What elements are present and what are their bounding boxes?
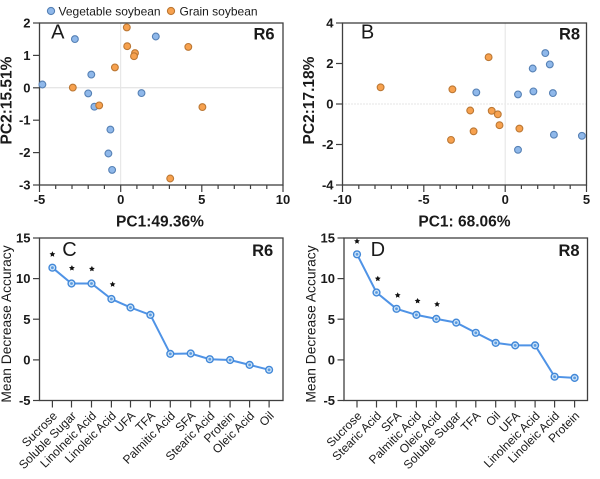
svg-text:2: 2	[326, 56, 333, 71]
svg-text:10: 10	[276, 192, 290, 207]
svg-text:Vegetable soybean: Vegetable soybean	[59, 4, 161, 18]
svg-text:Grain soybean: Grain soybean	[180, 4, 258, 18]
svg-text:-5: -5	[323, 393, 335, 408]
svg-text:PC2:17.18%: PC2:17.18%	[301, 56, 318, 144]
svg-text:-2: -2	[322, 137, 334, 152]
svg-text:PC1: 68.06%: PC1: 68.06%	[418, 214, 510, 231]
svg-text:Mean Decrease Accuracy: Mean Decrease Accuracy	[304, 245, 319, 402]
svg-text:R8: R8	[559, 26, 580, 44]
svg-text:-10: -10	[333, 192, 352, 207]
svg-text:C: C	[62, 239, 76, 261]
svg-text:B: B	[361, 22, 374, 44]
svg-text:1: 1	[23, 48, 30, 63]
svg-text:-5: -5	[418, 192, 430, 207]
svg-text:0: 0	[502, 192, 509, 207]
svg-text:-5: -5	[34, 192, 46, 207]
svg-text:0: 0	[117, 192, 124, 207]
svg-text:5: 5	[583, 192, 590, 207]
svg-text:10: 10	[16, 271, 30, 286]
svg-text:PC1:49.36%: PC1:49.36%	[116, 214, 204, 231]
svg-text:R6: R6	[253, 26, 274, 44]
svg-text:-4: -4	[322, 178, 334, 193]
svg-text:A: A	[51, 22, 65, 44]
svg-text:5: 5	[23, 312, 30, 327]
svg-text:PC2:15.51%: PC2:15.51%	[0, 56, 16, 144]
svg-text:2: 2	[23, 16, 30, 31]
svg-text:4: 4	[326, 16, 334, 31]
svg-text:0: 0	[328, 352, 335, 367]
svg-text:0: 0	[23, 80, 30, 95]
svg-text:5: 5	[198, 192, 205, 207]
svg-text:R6: R6	[252, 242, 273, 260]
svg-text:0: 0	[326, 97, 333, 112]
svg-text:-1: -1	[19, 113, 31, 128]
svg-text:5: 5	[328, 312, 335, 327]
svg-text:0: 0	[23, 352, 30, 367]
svg-text:-2: -2	[19, 145, 31, 160]
svg-text:-3: -3	[19, 178, 31, 193]
svg-text:15: 15	[16, 231, 30, 246]
svg-text:Mean Decrease Accuracy: Mean Decrease Accuracy	[0, 245, 14, 402]
svg-text:D: D	[371, 239, 385, 261]
svg-text:-5: -5	[19, 393, 31, 408]
svg-text:10: 10	[321, 271, 335, 286]
svg-text:R8: R8	[558, 242, 579, 260]
svg-text:15: 15	[321, 231, 335, 246]
